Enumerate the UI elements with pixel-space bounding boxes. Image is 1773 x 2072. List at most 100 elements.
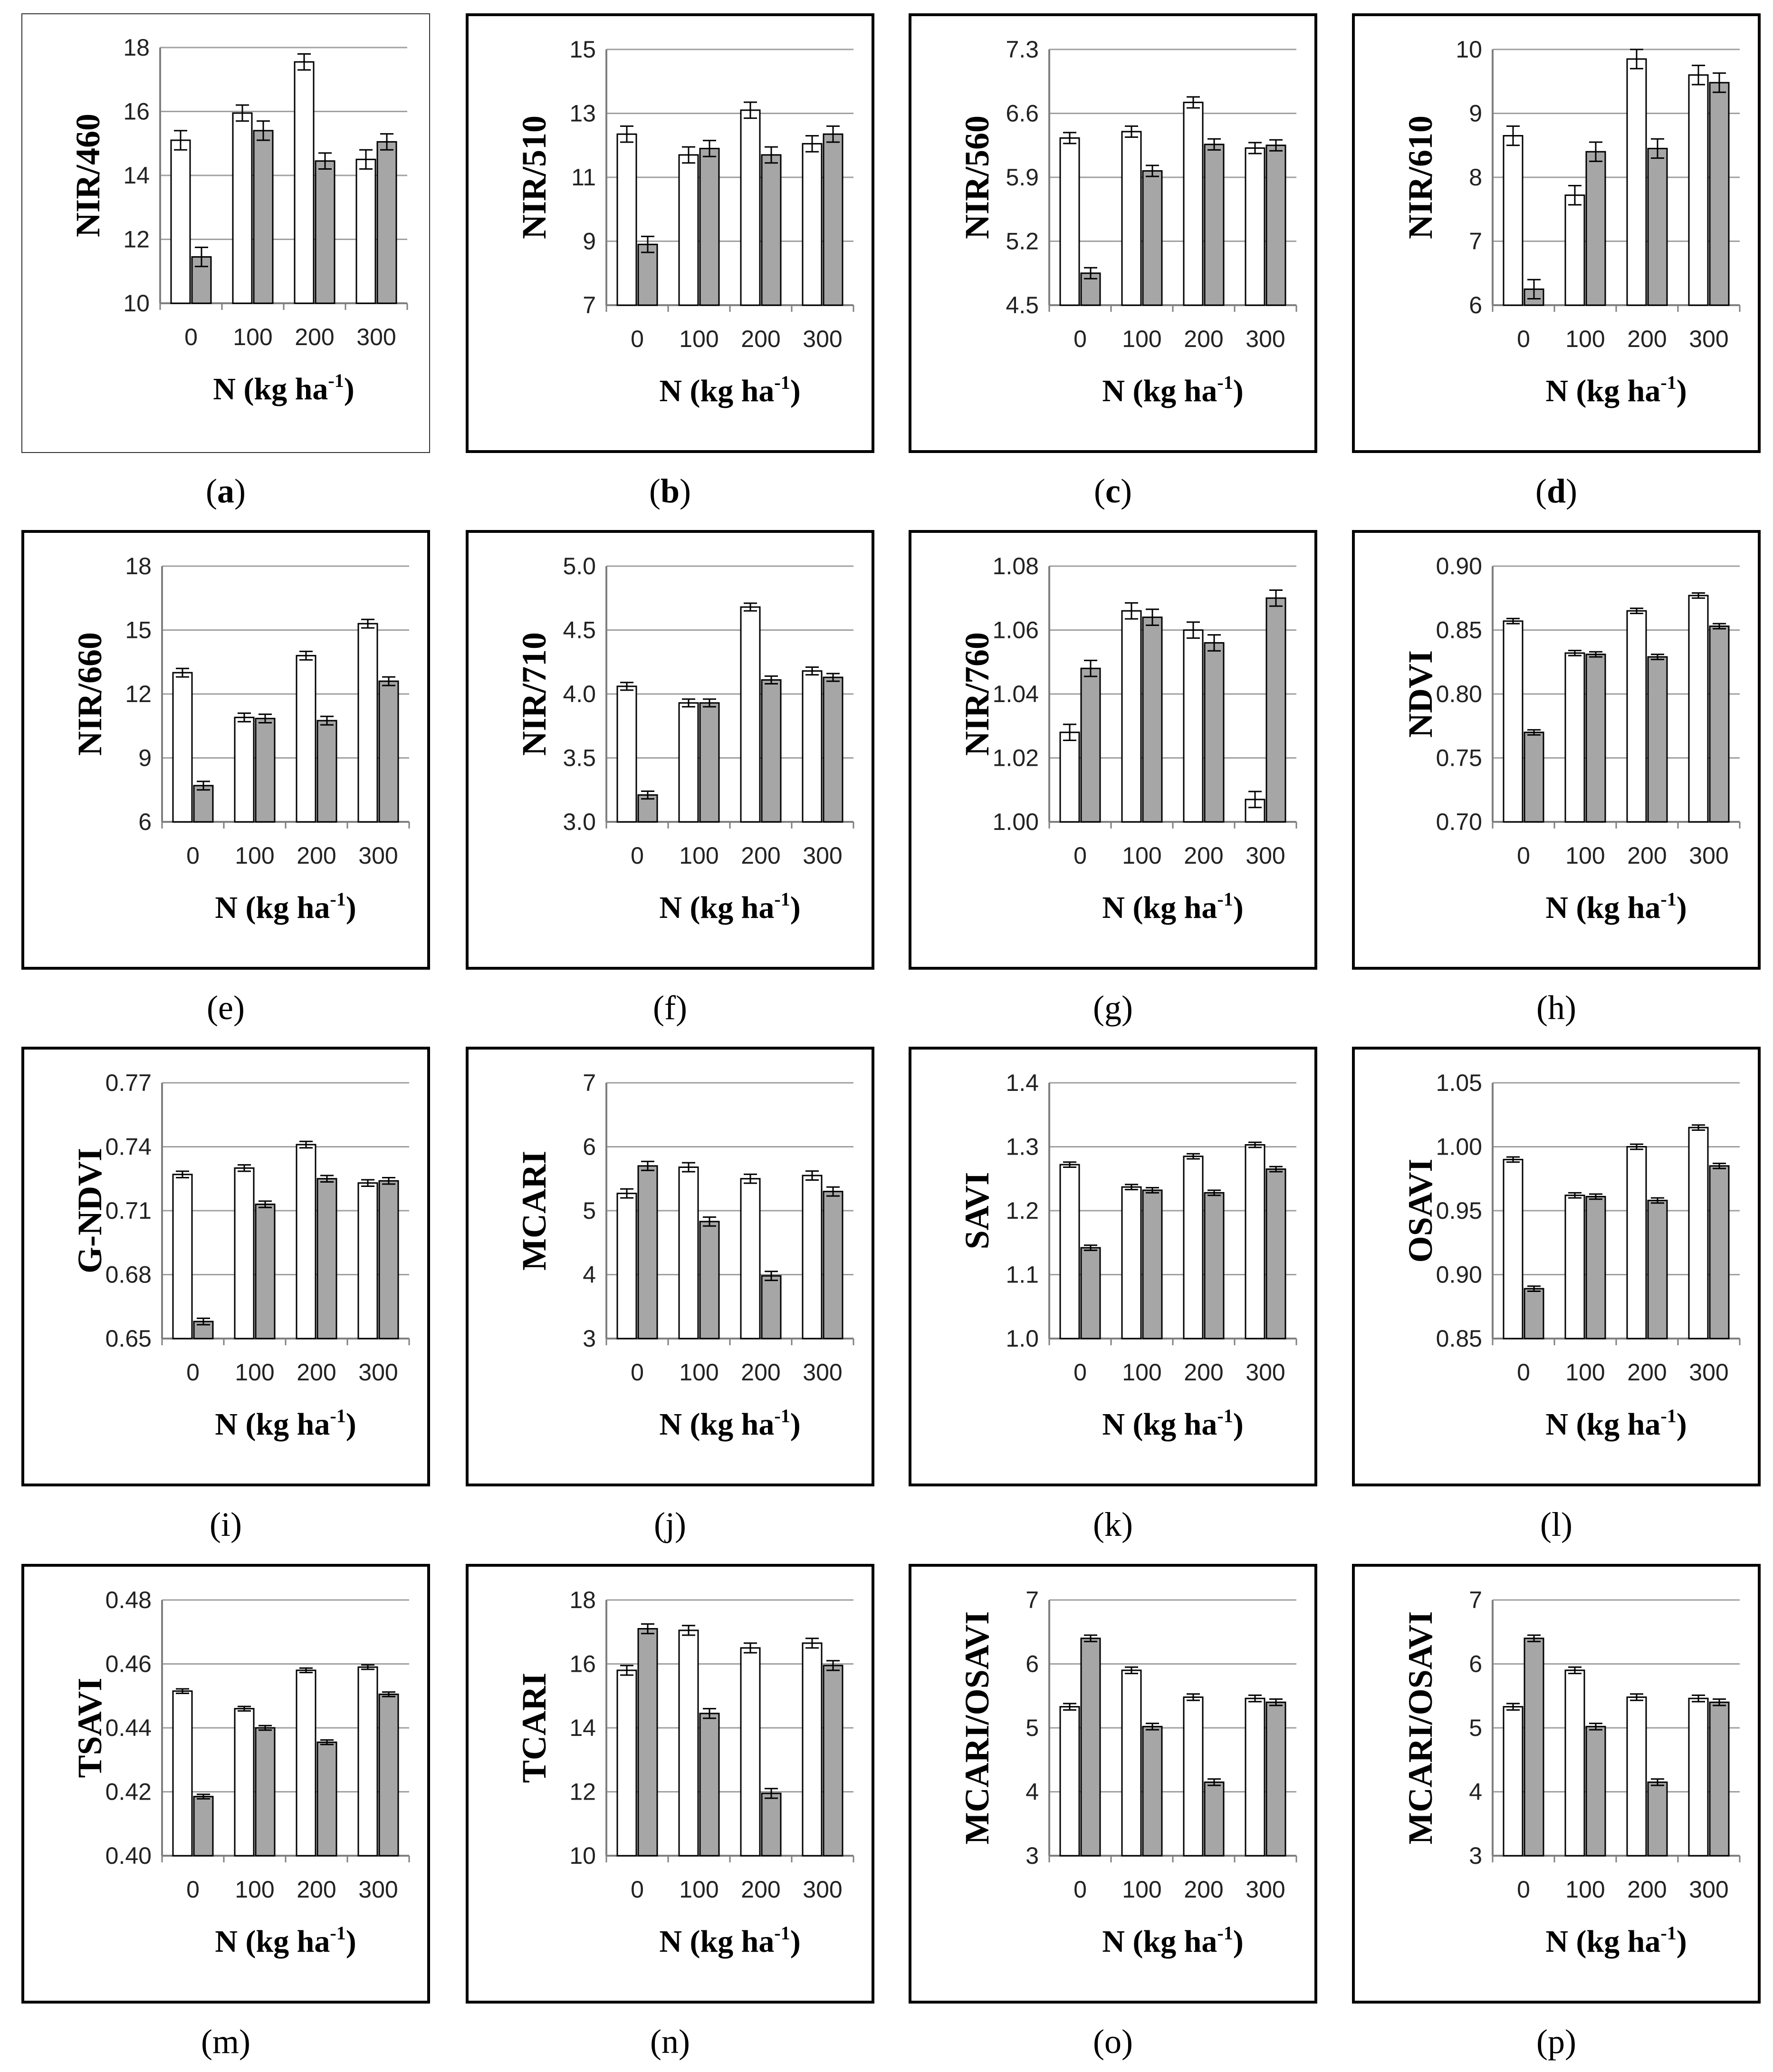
x-axis-label-superscript: -1 <box>774 372 790 393</box>
bar-white-0 <box>1059 137 1080 306</box>
y-tick-label: 18 <box>125 553 152 579</box>
bar-white-0 <box>616 1193 637 1340</box>
x-tick-label: 0 <box>631 1359 644 1386</box>
y-tick-label: 5 <box>1025 1715 1039 1741</box>
bar-white-200 <box>296 1144 316 1340</box>
x-tick-label: 200 <box>297 1876 336 1903</box>
bar-white-300 <box>1688 1127 1709 1340</box>
bar-gray-200 <box>316 720 337 823</box>
bar-white-300 <box>802 1642 823 1857</box>
bar-white-300 <box>1245 147 1265 306</box>
y-tick-label: 4 <box>583 1262 596 1288</box>
x-axis-label-main: N (kg ha <box>1102 1924 1217 1959</box>
chart-svg-e: 6 9 12 15 18 0 100 200 300 NIR/660 N (kg ha-1) <box>71 553 410 925</box>
caption-letter: o <box>1104 2023 1121 2061</box>
y-axis-label: NIR/510 <box>515 116 553 239</box>
panel-caption-a: (a) <box>21 470 430 512</box>
x-axis-label-close: ) <box>790 1407 801 1442</box>
x-axis-label-main: N (kg ha <box>659 890 774 925</box>
y-tick-label: 12 <box>125 681 152 707</box>
x-tick-label: 300 <box>1246 1876 1285 1903</box>
x-tick-label: 100 <box>1565 842 1605 869</box>
chart-svg-f: 3.0 3.5 4.0 4.5 5.0 0 100 200 300 NIR/710 N (kg ha… <box>515 553 854 925</box>
bar-gray-0 <box>637 243 658 306</box>
caption-letter: e <box>218 989 233 1027</box>
y-tick-label: 14 <box>569 1715 596 1741</box>
x-tick-label: 300 <box>803 326 842 352</box>
bar-white-100 <box>1564 652 1585 823</box>
y-tick-label: 6 <box>1469 1651 1482 1677</box>
caption-paren: ) <box>1566 472 1577 510</box>
y-tick-label: 0.70 <box>1436 809 1482 835</box>
caption-paren: ( <box>1536 989 1548 1027</box>
bar-gray-200 <box>1647 1781 1668 1857</box>
caption-paren: ) <box>233 989 245 1027</box>
x-tick-label: 100 <box>679 842 719 869</box>
x-tick-label: 100 <box>1122 842 1161 869</box>
x-tick-label: 0 <box>1073 326 1087 352</box>
x-tick-label: 300 <box>356 324 396 350</box>
y-tick-label: 3 <box>1025 1842 1039 1869</box>
x-tick-label: 300 <box>803 1359 842 1386</box>
bar-gray-0 <box>637 1628 658 1857</box>
x-tick-label: 0 <box>631 1876 644 1903</box>
x-axis-label-superscript: -1 <box>1217 1922 1233 1944</box>
bar-white-300 <box>357 1182 378 1340</box>
bar-white-200 <box>294 61 315 304</box>
x-axis-label-close: ) <box>790 1924 801 1959</box>
bar-gray-300 <box>378 1180 399 1340</box>
bar-white-100 <box>678 1166 699 1340</box>
chart-frame: 10 12 14 16 18 0 100 200 300 TCARI N (kg ha-1) <box>466 1564 874 2004</box>
x-tick-label: 0 <box>631 326 644 352</box>
chart-panel-g: 1.00 1.02 1.04 1.06 1.08 0 100 200 300 NIR/760 N (… <box>909 530 1317 1027</box>
y-tick-label: 6 <box>1025 1651 1039 1677</box>
y-axis-label: G-NDVI <box>71 1148 109 1273</box>
chart-frame: 10 12 14 16 18 0 100 200 300 NIR/460 N (kg ha-1) <box>21 13 430 453</box>
y-axis-label: MCARI <box>515 1151 553 1271</box>
caption-letter: j <box>665 1505 675 1543</box>
bar-white-300 <box>802 670 823 823</box>
caption-paren: ) <box>1121 1505 1133 1543</box>
x-axis-label-superscript: -1 <box>1217 888 1233 910</box>
bar-gray-300 <box>1265 597 1286 823</box>
caption-paren: ) <box>675 1505 686 1543</box>
x-axis-label-close: ) <box>1677 1924 1687 1959</box>
bar-gray-0 <box>1080 667 1101 823</box>
y-axis-label: NIR/710 <box>515 632 553 756</box>
x-axis-label-main: N (kg ha <box>659 1924 774 1959</box>
chart-panel-n: 10 12 14 16 18 0 100 200 300 TCARI N (kg ha-1) (n) <box>466 1564 874 2061</box>
chart-frame: 6 9 12 15 18 0 100 200 300 NIR/660 N (kg ha-1) <box>21 530 430 970</box>
bar-white-200 <box>740 1178 761 1340</box>
x-tick-label: 0 <box>1073 842 1087 869</box>
y-axis-label: NIR/760 <box>958 632 996 756</box>
x-tick-label: 200 <box>741 1876 780 1903</box>
x-axis-label: N (kg ha-1) <box>659 1405 800 1442</box>
x-tick-label: 100 <box>1565 1359 1605 1386</box>
chart-panel-k: 1.0 1.1 1.2 1.3 1.4 0 100 200 300 SAVI N (kg ha-1)… <box>909 1047 1317 1543</box>
bar-white-300 <box>355 158 376 304</box>
chart-panel-a: 10 12 14 16 18 0 100 200 300 NIR/460 N (kg ha-1) (a… <box>21 13 430 510</box>
bar-white-100 <box>234 716 255 823</box>
panel-caption-g: (g) <box>909 986 1317 1029</box>
x-tick-label: 200 <box>1184 326 1223 352</box>
bar-white-0 <box>616 133 637 306</box>
bar-white-100 <box>678 1629 699 1857</box>
x-axis-label: N (kg ha-1) <box>1545 888 1687 925</box>
x-axis-label-main: N (kg ha <box>213 372 328 406</box>
y-axis-label: NIR/460 <box>69 114 107 237</box>
y-axis-label: NIR/660 <box>71 632 109 756</box>
caption-paren: ) <box>675 989 687 1027</box>
x-tick-label: 200 <box>1627 1359 1667 1386</box>
bar-white-0 <box>172 1690 193 1857</box>
y-axis-label: NDVI <box>1401 650 1439 738</box>
caption-paren: ( <box>649 472 661 510</box>
y-axis-label: MCARI/OSAVI <box>1401 1611 1439 1845</box>
bar-gray-100 <box>1142 170 1163 306</box>
bar-white-200 <box>296 655 316 823</box>
chart-panel-e: 6 9 12 15 18 0 100 200 300 NIR/660 N (kg ha-1) (e) <box>21 530 430 1027</box>
bar-gray-0 <box>193 785 214 823</box>
y-tick-label: 10 <box>569 1842 596 1869</box>
y-tick-label: 0.95 <box>1436 1197 1482 1224</box>
x-tick-label: 0 <box>1073 1876 1087 1903</box>
x-axis-label: N (kg ha-1) <box>1102 888 1243 925</box>
